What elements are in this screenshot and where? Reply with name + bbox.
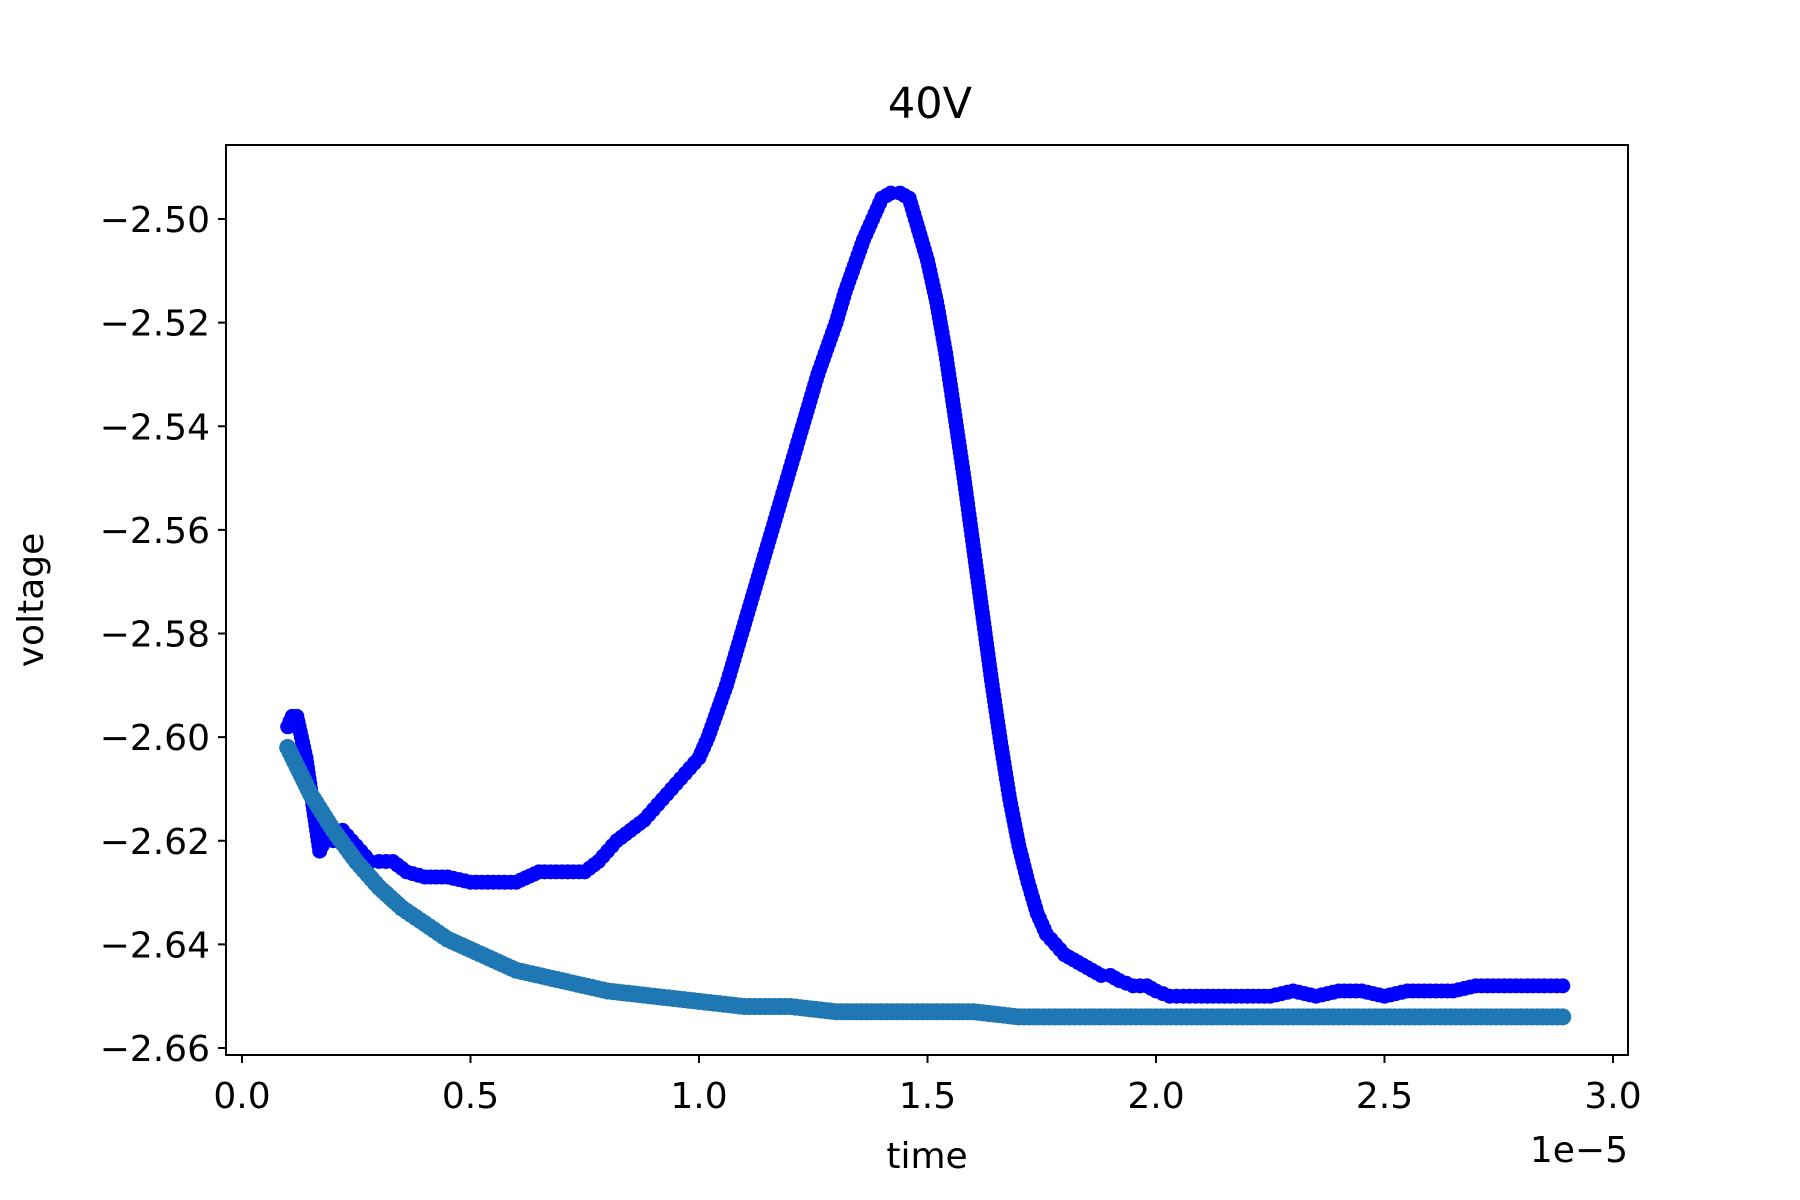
data-point-interp [641, 807, 657, 823]
data-point-interp [1325, 984, 1341, 1000]
data-point-interp [548, 864, 564, 880]
data-point-interp [1394, 984, 1410, 1000]
data-point-interp [1132, 978, 1148, 994]
x-tick-label: 1.5 [899, 1076, 956, 1117]
data-point-interp [434, 869, 450, 885]
y-tick-label: −2.58 [100, 615, 210, 656]
x-axis-offset-label: 1e−5 [1530, 1130, 1628, 1171]
y-tick-label: −2.50 [100, 200, 210, 241]
data-point-interp [1416, 983, 1432, 999]
data-point-interp [411, 867, 427, 883]
data-point-interp [1257, 988, 1273, 1004]
y-tick-label: −2.64 [100, 925, 210, 966]
y-tick-label: −2.56 [100, 511, 210, 552]
data-point-interp [1143, 980, 1159, 996]
x-tick-label: 2.0 [1127, 1076, 1184, 1117]
data-point-interp [878, 188, 894, 204]
series-layer [279, 185, 1572, 1026]
y-tick-label: −2.54 [100, 407, 210, 448]
data-point-interp [1279, 984, 1295, 1000]
y-axis-label: voltage [11, 533, 52, 668]
x-axis: 0.0 0.5 1.0 1.5 2.0 2.5 3.0 [213, 1055, 1642, 1117]
data-point-interp [650, 796, 666, 812]
x-axis-label: time [886, 1136, 967, 1177]
data-point-interp [1169, 988, 1185, 1004]
series-2 [279, 738, 1572, 1026]
plot-area [225, 144, 1629, 1056]
x-tick-label: 1.0 [670, 1076, 727, 1117]
y-tick-label: −2.60 [100, 718, 210, 759]
data-point-interp [1188, 988, 1204, 1004]
data-point-interp [1155, 986, 1171, 1002]
data-point-interp [378, 853, 394, 869]
x-tick-label: 2.5 [1356, 1076, 1413, 1117]
data-point-interp [1302, 987, 1318, 1003]
y-axis: −2.66 −2.64 −2.62 −2.60 −2.58 −2.56 −2.54 −2.52… [100, 200, 226, 1070]
data-point-interp [1549, 978, 1565, 994]
x-tick-label: 0.0 [213, 1076, 270, 1117]
y-tick-label: −2.52 [100, 304, 210, 345]
x-tick-label: 3.0 [1584, 1076, 1641, 1117]
data-point-interp [1118, 975, 1134, 991]
data-point-interp [1531, 978, 1547, 994]
data-point-interp [1211, 988, 1227, 1004]
data-point-interp [457, 873, 473, 889]
data-point-interp [677, 765, 693, 781]
data-point-interp [659, 786, 675, 802]
data-point-interp [1107, 970, 1123, 986]
chart-title: 40V [888, 79, 973, 129]
data-point-interp [1439, 983, 1455, 999]
data-point-interp [1371, 987, 1387, 1003]
y-tick-label: −2.62 [100, 822, 210, 863]
data-point-interp [1089, 965, 1105, 981]
data-point-interp [1462, 979, 1478, 995]
data-point-interp [1508, 978, 1524, 994]
data-point-interp [595, 848, 611, 864]
plot-background [226, 145, 1628, 1055]
data-point-interp [1234, 988, 1250, 1004]
x-tick-label: 0.5 [442, 1076, 499, 1117]
data-point-interp [668, 776, 684, 792]
data-point-interp [1549, 1008, 1567, 1026]
data-point-interp [1485, 978, 1501, 994]
data-point-interp [480, 874, 496, 890]
data-point-interp [1348, 983, 1364, 999]
y-tick-label: −2.66 [100, 1029, 210, 1070]
data-point-interp [1043, 931, 1059, 947]
